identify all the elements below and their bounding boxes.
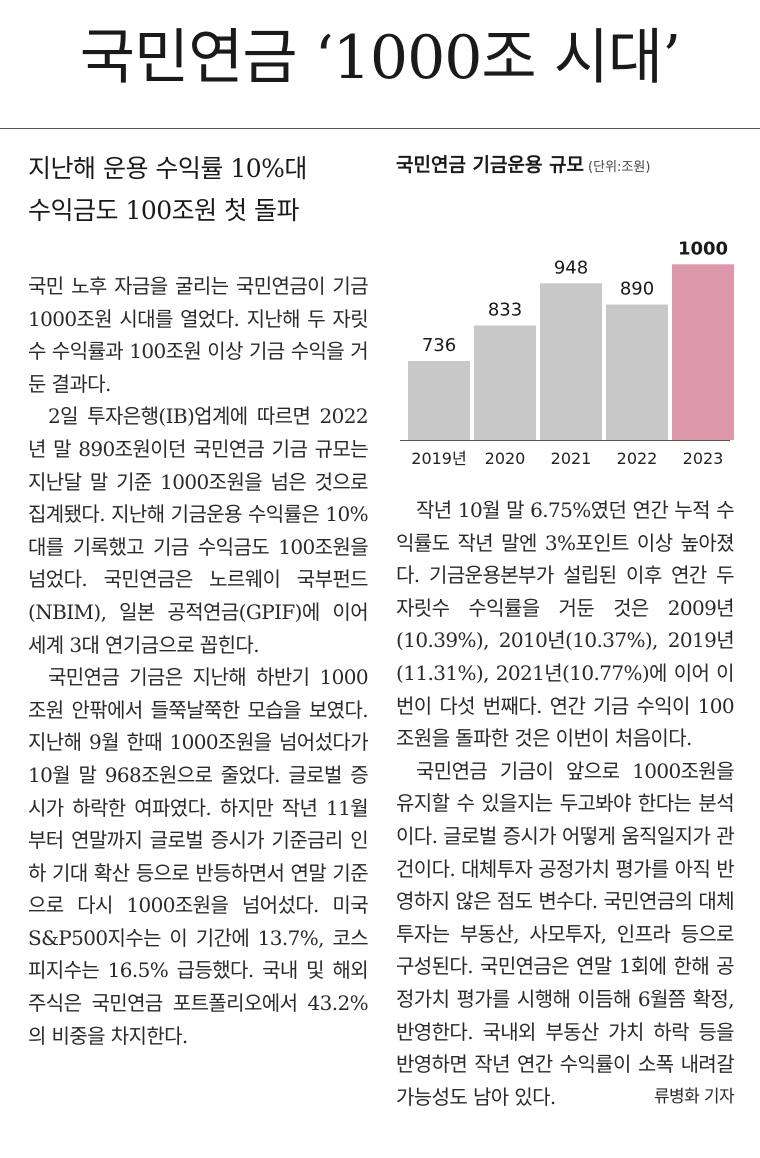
data-label: 1000 <box>678 238 728 259</box>
paragraph: 국민연금 기금이 앞으로 1000조원을 유지할 수 있을지는 두고봐야 한다는… <box>396 755 735 1114</box>
chart-unit: (단위:조원) <box>588 160 651 175</box>
subheadline: 지난해 운용 수익률 10%대 수익금도 100조원 첫 돌파 <box>28 148 368 232</box>
bar-chart-svg: 736 2019년 833 2020 948 2021 890 2022 1000 2023 <box>400 238 734 468</box>
paragraph: 작년 10월 말 6.75%였던 연간 누적 수익률도 작년 말엔 3%포인트 … <box>396 498 735 751</box>
paragraph: 국민연금 기금은 지난해 하반기 1000조원 안팎에서 들쭉날쭉한 모습을 보… <box>28 665 369 1048</box>
x-tick-label: 2022 <box>617 449 658 468</box>
subheadline-line-2: 수익금도 100조원 첫 돌파 <box>28 196 300 225</box>
left-column: 지난해 운용 수익률 10%대 수익금도 100조원 첫 돌파 국민 노후 자금… <box>28 140 369 1052</box>
paragraph: 국민 노후 자금을 굴리는 국민연금이 기금 1000조원 시대를 열었다. 지… <box>28 274 369 396</box>
bar-2019년 <box>408 360 470 440</box>
bar-2021 <box>540 283 602 440</box>
right-article-body: 작년 10월 말 6.75%였던 연간 누적 수익률도 작년 말엔 3%포인트 … <box>396 494 735 1114</box>
subheadline-line-1: 지난해 운용 수익률 10%대 <box>28 154 307 183</box>
bar-2020 <box>474 325 536 440</box>
x-tick-label: 2021 <box>551 449 592 468</box>
bar-chart: 736 2019년 833 2020 948 2021 890 2022 1000 2023 <box>396 188 734 468</box>
left-article-body: 국민 노후 자금을 굴리는 국민연금이 기금 1000조원 시대를 열었다. 지… <box>28 270 369 1052</box>
headline: 국민연금 ‘1000조 시대’ <box>79 23 681 93</box>
chart-title: 국민연금 기금운용 규모 <box>396 154 585 176</box>
bar-2022 <box>606 304 668 440</box>
data-label: 890 <box>620 279 654 300</box>
bar-2023 <box>672 264 734 440</box>
data-label: 833 <box>488 299 522 320</box>
chart-title-row: 국민연금 기금운용 규모 (단위:조원) <box>396 150 734 180</box>
x-tick-label: 2020 <box>485 449 526 468</box>
byline: 류병화 기자 <box>653 1086 735 1107</box>
x-tick-label: 2023 <box>683 449 724 468</box>
paragraph-text: 국민연금 기금이 앞으로 1000조원을 유지할 수 있을지는 두고봐야 한다는… <box>396 758 735 1109</box>
data-label: 736 <box>422 335 456 356</box>
right-column: 국민연금 기금운용 규모 (단위:조원) 736 2019년 833 2020 948 20… <box>396 140 735 1114</box>
data-label: 948 <box>554 257 588 278</box>
paragraph: 2일 투자은행(IB)업계에 따르면 2022년 말 890조원이던 국민연금 … <box>28 404 369 657</box>
x-tick-label: 2019년 <box>411 449 466 468</box>
headline-rule <box>0 128 760 129</box>
